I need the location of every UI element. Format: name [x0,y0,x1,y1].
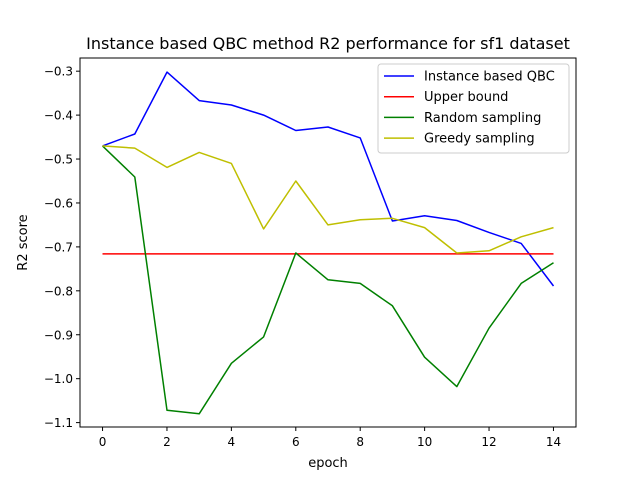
y-tick-label: −0.9 [44,328,73,342]
legend-label-0: Instance based QBC [424,70,555,85]
x-tick-label: 10 [417,435,432,449]
y-tick-label: −1.1 [44,416,73,430]
plot-frame [79,57,577,428]
x-axis: 0 2 4 6 8 10 12 14 [99,427,561,449]
series-line-2 [101,145,554,415]
y-axis: −1.1 −1.0 −0.9 −0.8 −0.7 −0.6 −0.5 −0.4 −0.3 [44,65,80,430]
chart-title: Instance based QBC method R2 performance… [86,34,570,53]
x-tick-label: 8 [356,435,364,449]
legend-label-1: Upper bound [424,90,508,105]
x-tick-label: 12 [481,435,496,449]
x-tick-label: 14 [546,435,561,449]
y-tick-label: −0.5 [44,153,73,167]
x-axis-label: epoch [308,456,348,471]
y-tick-label: −0.8 [44,284,73,298]
y-tick-label: −1.0 [44,372,73,386]
x-tick-label: 2 [163,435,171,449]
y-axis-label: R2 score [16,214,31,270]
series-line-0 [102,71,555,287]
y-tick-label: −0.6 [44,196,73,210]
x-tick-label: 4 [228,435,236,449]
legend: Instance based QBC Upper bound Random samp… [377,63,570,154]
legend-label-3: Greedy sampling [424,132,535,147]
x-tick-label: 6 [292,435,300,449]
y-tick-label: −0.3 [44,65,73,79]
series-layer [101,71,555,415]
legend-box [377,63,570,154]
y-tick-label: −0.7 [44,240,73,254]
legend-label-2: Random sampling [424,111,541,126]
x-tick-label: 0 [99,435,107,449]
y-tick-label: −0.4 [44,109,73,123]
series-line-3 [102,145,554,254]
